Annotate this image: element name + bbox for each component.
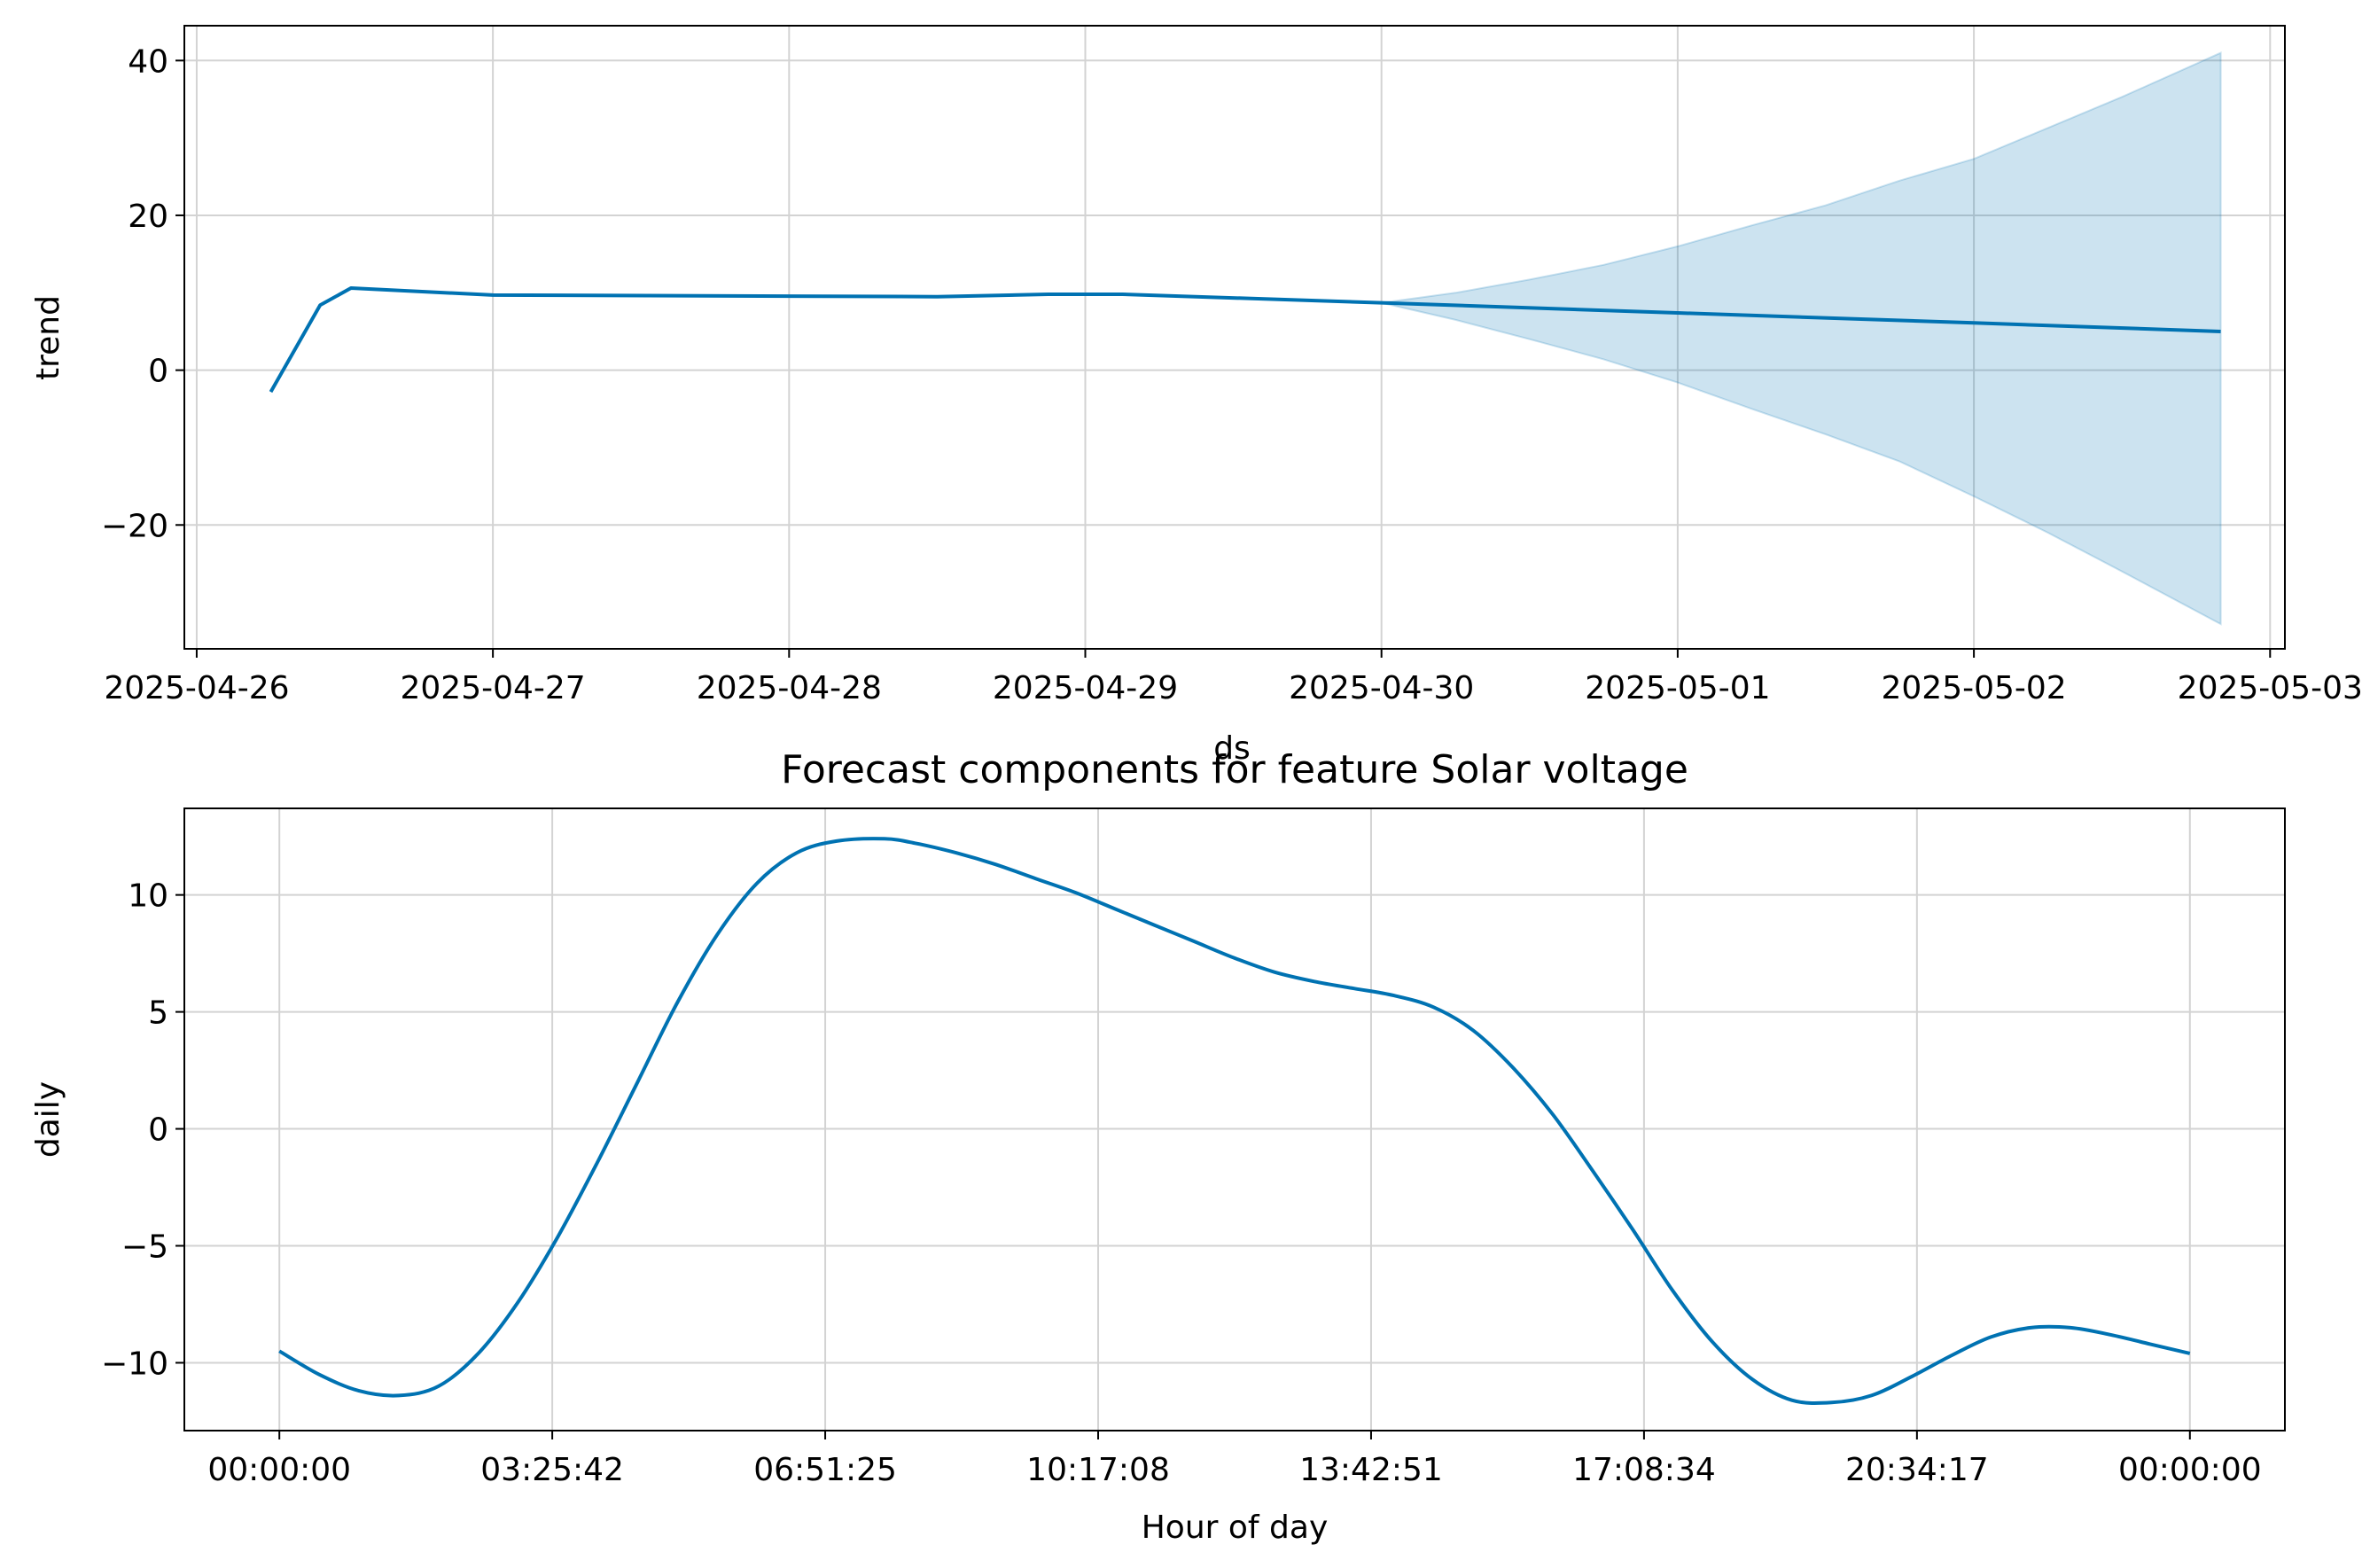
daily-x-tick-label: 03:25:42 <box>480 1452 624 1488</box>
daily-x-tick-label: 06:51:25 <box>753 1452 897 1488</box>
daily-y-tick-label: 10 <box>128 878 168 915</box>
daily-y-tick-label: 5 <box>148 995 168 1032</box>
trend-x-tick-label: 2025-04-29 <box>993 670 1178 706</box>
daily-x-tick-label: 17:08:34 <box>1572 1452 1716 1488</box>
daily-x-tick-label: 13:42:51 <box>1299 1452 1443 1488</box>
trend-y-ticks: −20 0 20 40 <box>101 43 184 544</box>
trend-x-tick-label: 2025-05-01 <box>1585 670 1770 706</box>
trend-x-tick-label: 2025-04-26 <box>104 670 289 706</box>
daily-y-ticks: −10 −5 0 5 10 <box>101 878 184 1382</box>
daily-x-tick-label: 00:00:00 <box>207 1452 351 1488</box>
daily-y-axis-label: daily <box>30 1081 66 1158</box>
figure-title: Forecast components for feature Solar vo… <box>781 747 1688 792</box>
trend-x-tick-label: 2025-04-28 <box>697 670 882 706</box>
trend-y-tick-label: 0 <box>148 354 168 390</box>
trend-uncertainty-band <box>1380 51 2222 626</box>
trend-x-axis-label: ds <box>1213 730 1251 767</box>
daily-x-tick-label: 20:34:17 <box>1845 1452 1989 1488</box>
daily-x-tick-label: 10:17:08 <box>1026 1452 1170 1488</box>
trend-y-axis-label: trend <box>30 295 66 380</box>
daily-line <box>278 837 2191 1406</box>
daily-y-tick-label: −10 <box>101 1346 168 1382</box>
trend-grid <box>184 26 2285 649</box>
trend-y-tick-label: 20 <box>128 199 168 235</box>
trend-x-tick-label: 2025-04-27 <box>401 670 586 706</box>
trend-y-tick-label: 40 <box>128 43 168 80</box>
daily-y-tick-label: 0 <box>148 1112 168 1149</box>
daily-x-ticks: 00:00:00 03:25:42 06:51:25 10:17:08 13:42:51… <box>207 1431 2262 1488</box>
daily-axes-frame <box>183 807 2286 1431</box>
trend-panel: 2025-04-26 2025-04-27 2025-04-28 2025-04-29… <box>30 25 2362 767</box>
trend-x-tick-label: 2025-04-30 <box>1289 670 1474 706</box>
trend-y-tick-label: −20 <box>101 508 168 544</box>
trend-x-ticks: 2025-04-26 2025-04-27 2025-04-28 2025-04-29… <box>104 649 2362 706</box>
trend-x-tick-label: 2025-05-02 <box>1881 670 2066 706</box>
daily-x-tick-label: 00:00:00 <box>2118 1452 2262 1488</box>
daily-panel: Forecast components for feature Solar vo… <box>30 747 2286 1546</box>
daily-y-tick-label: −5 <box>121 1229 168 1266</box>
trend-x-tick-label: 2025-05-03 <box>2178 670 2362 706</box>
trend-line <box>269 286 2221 394</box>
trend-axes-frame <box>183 25 2286 650</box>
daily-x-axis-label: Hour of day <box>1142 1509 1329 1546</box>
